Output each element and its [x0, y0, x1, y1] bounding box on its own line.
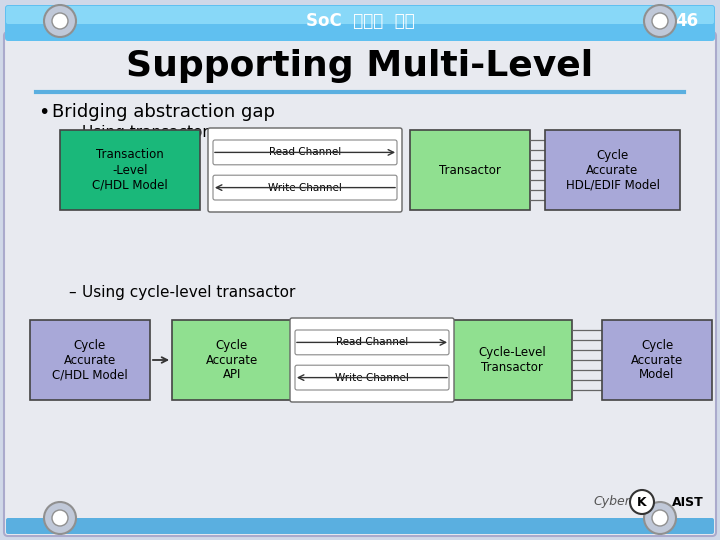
Text: Write Channel: Write Channel [268, 183, 342, 193]
Text: Read Channel: Read Channel [269, 147, 341, 157]
Circle shape [644, 502, 676, 534]
Text: Using transactor: Using transactor [82, 125, 209, 139]
Bar [30, 320, 150, 400]
FancyBboxPatch shape [6, 6, 714, 24]
Bar [60, 130, 200, 210]
Circle shape [630, 490, 654, 514]
Text: Cycle
Accurate
HDL/EDIF Model: Cycle Accurate HDL/EDIF Model [565, 148, 660, 192]
Text: 46: 46 [675, 12, 698, 30]
Text: Cycle
Accurate
Model: Cycle Accurate Model [631, 339, 683, 381]
Text: K: K [637, 496, 647, 509]
FancyBboxPatch shape [213, 140, 397, 165]
Bar [545, 130, 680, 210]
FancyBboxPatch shape [295, 330, 449, 355]
FancyBboxPatch shape [6, 518, 714, 534]
Text: Cyber: Cyber [593, 496, 630, 509]
Circle shape [652, 510, 668, 526]
Bar [602, 320, 712, 400]
Text: •: • [38, 103, 50, 122]
Text: Transaction
-Level
C/HDL Model: Transaction -Level C/HDL Model [92, 148, 168, 192]
Text: –: – [68, 285, 76, 300]
Bar [172, 320, 292, 400]
Text: Cycle
Accurate
API: Cycle Accurate API [206, 339, 258, 381]
FancyBboxPatch shape [4, 32, 716, 536]
Text: Bridging abstraction gap: Bridging abstraction gap [52, 103, 275, 121]
Circle shape [52, 510, 68, 526]
Text: Transactor: Transactor [439, 164, 501, 177]
Text: Read Channel: Read Channel [336, 338, 408, 347]
Circle shape [44, 502, 76, 534]
FancyBboxPatch shape [213, 175, 397, 200]
Text: AIST: AIST [672, 496, 703, 509]
Text: Write Channel: Write Channel [335, 373, 409, 383]
Text: Cycle-Level
Transactor: Cycle-Level Transactor [478, 346, 546, 374]
Circle shape [652, 13, 668, 29]
Circle shape [52, 13, 68, 29]
FancyBboxPatch shape [5, 5, 715, 41]
Circle shape [44, 5, 76, 37]
Text: –: – [68, 125, 76, 139]
Text: Supporting Multi-Level: Supporting Multi-Level [127, 49, 593, 83]
FancyBboxPatch shape [295, 365, 449, 390]
FancyBboxPatch shape [290, 318, 454, 402]
Text: SoC  설계의  검증: SoC 설계의 검증 [305, 12, 415, 30]
Bar [410, 130, 530, 210]
Text: Using cycle-level transactor: Using cycle-level transactor [82, 285, 295, 300]
FancyBboxPatch shape [208, 128, 402, 212]
Bar [452, 320, 572, 400]
Circle shape [644, 5, 676, 37]
Text: Cycle
Accurate
C/HDL Model: Cycle Accurate C/HDL Model [52, 339, 128, 381]
